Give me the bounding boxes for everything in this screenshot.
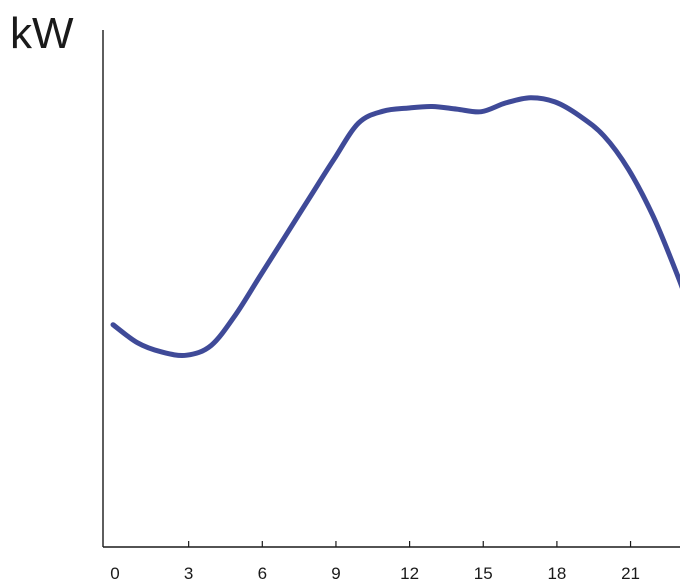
x-tick-label: 0 <box>110 564 119 583</box>
y-axis-label: kW <box>10 9 74 58</box>
x-tick-label: 9 <box>331 564 340 583</box>
series-line <box>110 95 680 358</box>
x-tick-label: 21 <box>621 564 640 583</box>
x-axis-ticks: 0 3 6 9 12 15 18 21 <box>110 541 640 583</box>
x-tick-label: 3 <box>184 564 193 583</box>
x-tick-label: 12 <box>400 564 419 583</box>
series-group <box>110 95 680 358</box>
x-tick-label: 15 <box>474 564 493 583</box>
x-tick-label: 6 <box>258 564 267 583</box>
axes <box>102 30 680 548</box>
x-tick-label: 18 <box>547 564 566 583</box>
